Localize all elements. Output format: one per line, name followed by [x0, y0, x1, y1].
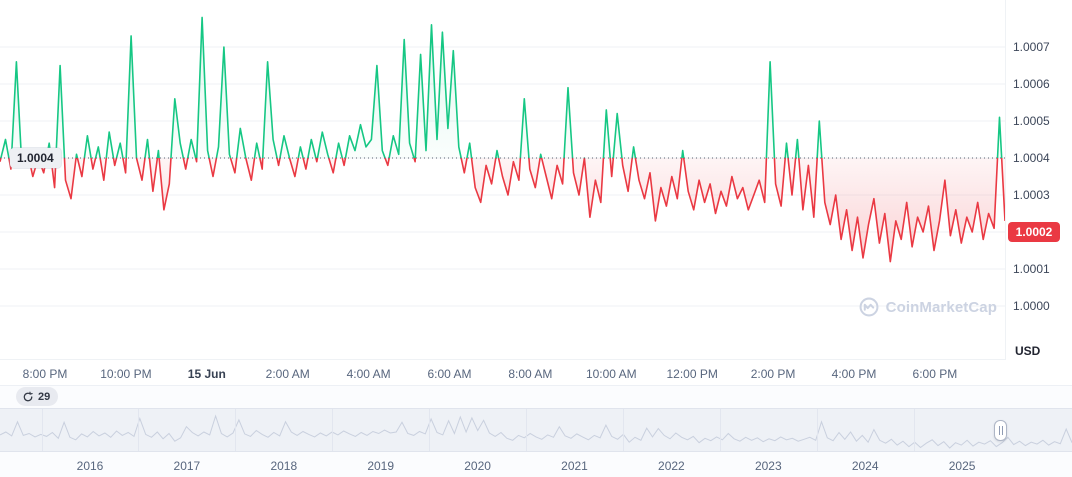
- navigator-separator: [622, 409, 624, 451]
- navigator-separator: [429, 409, 431, 451]
- currency-unit-label: USD: [1015, 344, 1041, 358]
- y-axis-tick: 1.0005: [1013, 114, 1050, 128]
- navigator-year-label: 2025: [948, 459, 976, 473]
- x-axis-tick: 2:00 PM: [750, 367, 796, 381]
- x-axis-tick: 4:00 PM: [831, 367, 877, 381]
- price-chart-plot[interactable]: 1.0004 CoinMarketCap: [0, 0, 1005, 360]
- x-axis-tick: 6:00 AM: [427, 367, 472, 381]
- navigator-separator: [719, 409, 721, 451]
- y-axis-tick: 1.0001: [1013, 262, 1050, 276]
- x-axis-tick: 4:00 AM: [346, 367, 391, 381]
- price-line-chart[interactable]: [0, 0, 1005, 360]
- navigator-separator: [138, 409, 140, 451]
- navigator-year-label: 2022: [658, 459, 685, 473]
- history-icon: [23, 391, 33, 401]
- x-axis-tick: 8:00 PM: [22, 367, 68, 381]
- navigator-year-label: 2020: [464, 459, 491, 473]
- navigator-separator: [816, 409, 818, 451]
- x-axis: 8:00 PM 10:00 PM 15 Jun 2:00 AM 4:00 AM 6:00 …: [0, 360, 1072, 386]
- y-axis-tick: 1.0000: [1013, 299, 1050, 313]
- x-axis-tick: 2:00 AM: [265, 367, 310, 381]
- open-price-label: 1.0004: [10, 148, 61, 168]
- y-axis-tick: 1.0006: [1013, 77, 1050, 91]
- navigator-separator: [235, 409, 237, 451]
- y-axis: 1.0002 USD 1.0007 1.0006 1.0005 1.0004 1.000…: [1005, 0, 1072, 360]
- navigator-year-label: 2019: [367, 459, 395, 473]
- x-axis-tick: 12:00 PM: [666, 367, 718, 381]
- navigator-separator: [41, 409, 43, 451]
- x-axis-tick: 6:00 PM: [912, 367, 958, 381]
- navigator-year-label: 2018: [270, 459, 298, 473]
- x-axis-tick: 8:00 AM: [508, 367, 553, 381]
- x-axis-tick: 10:00 AM: [585, 367, 637, 381]
- y-axis-tick: 1.0003: [1013, 188, 1050, 202]
- chart-main-row: 1.0004 CoinMarketCap 1.0002 USD 1.0007 1.…: [0, 0, 1072, 360]
- x-axis-tick: 15 Jun: [187, 367, 226, 381]
- y-axis-tick: 1.0004: [1013, 151, 1050, 165]
- range-navigator[interactable]: [0, 408, 1072, 452]
- history-count: 29: [38, 390, 51, 403]
- current-price-badge: 1.0002: [1008, 222, 1060, 242]
- navigator-separator: [526, 409, 527, 451]
- navigator-separator: [332, 409, 334, 451]
- navigator-separator: [913, 409, 915, 451]
- navigator-years: 2016 2017 2018 2019 2020 2021 2022 2023 2024 2025: [0, 452, 1072, 477]
- y-axis-tick: 1.0007: [1013, 40, 1050, 54]
- toolbar-row: 29: [0, 386, 1072, 408]
- x-axis-tick: 10:00 PM: [100, 367, 152, 381]
- navigator-year-label: 2016: [76, 459, 104, 473]
- history-badge[interactable]: 29: [16, 387, 59, 406]
- navigator-year-label: 2017: [173, 459, 201, 473]
- navigator-year-label: 2021: [561, 459, 588, 473]
- navigator-year-label: 2023: [754, 459, 782, 473]
- range-slider-handle[interactable]: [994, 420, 1007, 441]
- navigator-year-label: 2024: [851, 459, 879, 473]
- navigator-sparkline: [0, 414, 1072, 449]
